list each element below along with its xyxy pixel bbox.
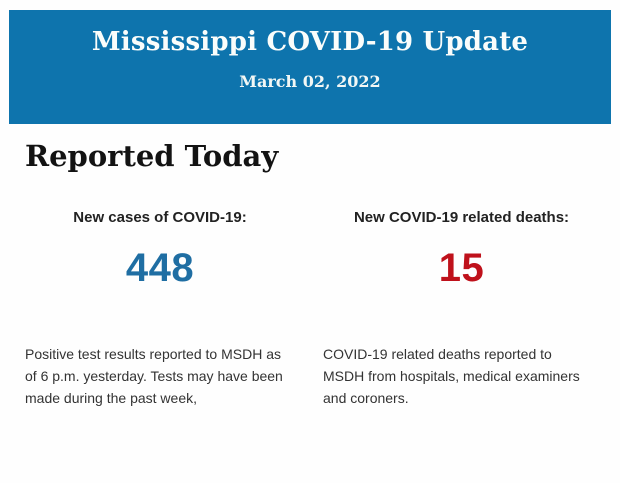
stats-grid: New cases of COVID-19: 448 New COVID-19 … xyxy=(25,208,600,409)
new-cases-description: Positive test results reported to MSDH a… xyxy=(25,346,283,406)
header-title: Mississippi COVID-19 Update xyxy=(91,27,529,57)
page-title: Reported Today xyxy=(25,139,279,173)
new-deaths-description: COVID-19 related deaths reported to MSDH… xyxy=(323,346,580,406)
stat-new-deaths: New COVID-19 related deaths: 15 xyxy=(323,208,600,289)
new-cases-label: New cases of COVID-19: xyxy=(73,209,247,226)
stat-new-cases: New cases of COVID-19: 448 xyxy=(25,208,295,289)
header-date: March 02, 2022 xyxy=(239,72,381,91)
main-content: Reported Today New cases of COVID-19: 44… xyxy=(0,124,620,409)
new-deaths-label: New COVID-19 related deaths: xyxy=(353,209,570,226)
new-deaths-value: 15 xyxy=(438,246,485,290)
header-banner: Mississippi COVID-19 Update March 02, 20… xyxy=(9,10,611,124)
new-cases-value: 448 xyxy=(125,246,195,290)
